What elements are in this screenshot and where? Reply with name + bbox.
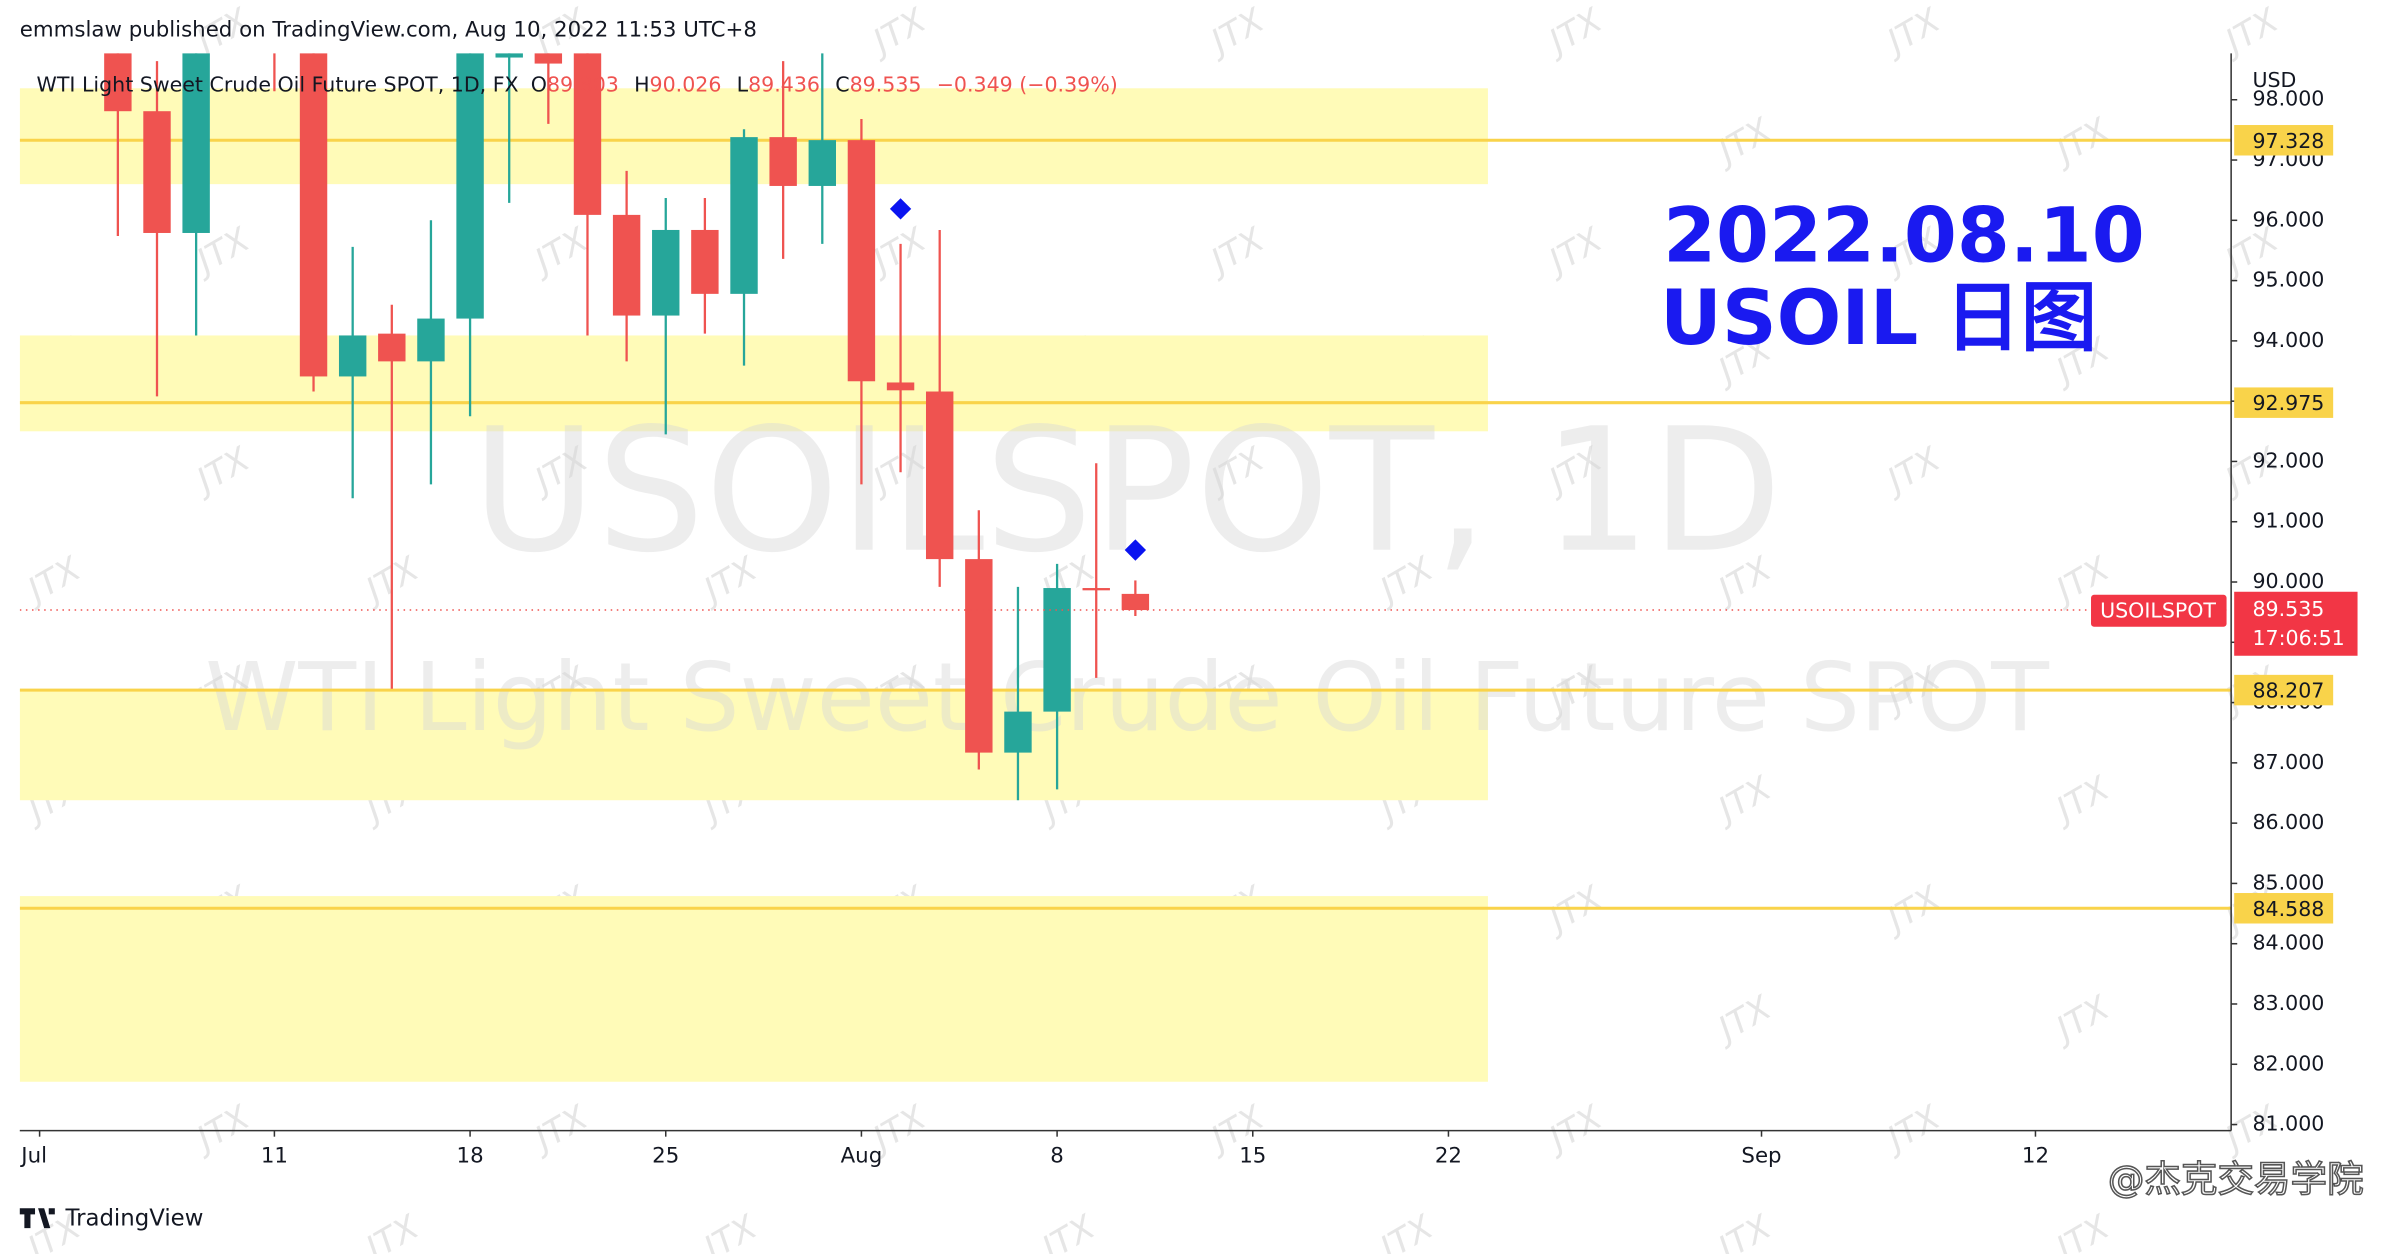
y-tick-label: 84.000 [2252,931,2324,955]
y-tick-label: 92.000 [2252,448,2324,472]
x-tick-label: 22 [1435,1143,1462,1168]
x-tick-label: Aug [841,1143,883,1168]
y-tick-label: 96.000 [2252,207,2324,231]
level-label: 84.588 [2252,897,2324,921]
candle-body [182,53,210,233]
candle-body [104,53,132,112]
ohlc-key: L [737,72,749,96]
y-tick-label: 86.000 [2252,810,2324,834]
name-watermark: WTI Light Sweet Crude Oil Future SPOT [205,643,2049,753]
currency: USD [2252,68,2296,92]
annotation-title: USOIL 日图 [1660,273,2097,362]
x-tick-label: 11 [261,1143,288,1168]
candle-body [847,140,876,382]
candle-body [299,53,328,377]
ohlc-key: O [531,72,547,96]
candle-body [886,382,915,391]
ohlc-key: H [634,72,649,96]
level-label: 97.328 [2252,129,2324,153]
y-tick-label: 83.000 [2252,991,2324,1015]
symbol-watermark: USOILSPOT, 1D [472,393,1783,591]
candle-body [1121,593,1150,611]
zone [19,335,1488,432]
level-label: 88.207 [2252,679,2324,703]
candle-body [573,53,602,215]
x-tick-label: 12 [2022,1143,2049,1168]
candle-body [378,333,406,362]
symbol-label: USOILSPOT [2100,599,2216,623]
symbol-label-box [2091,594,2227,627]
ohlc-value: 89.535 [850,72,922,96]
y-tick-label: 90.000 [2252,569,2324,593]
instrument: WTI Light Sweet Crude Oil Future SPOT, 1… [37,72,519,96]
candle-body [808,140,836,186]
level-label-box [2234,674,2334,706]
candle-body [338,335,367,377]
brand-logo [19,1208,55,1229]
legend-header: WTI Light Sweet Crude Oil Future SPOT, 1… [37,72,1118,96]
y-tick-label: 82.000 [2252,1051,2324,1075]
signal-marker [889,198,912,220]
ohlc-value: 90.026 [650,72,722,96]
y-tick-label: 95.000 [2252,268,2324,292]
candle-body [769,137,797,186]
candle-body [143,111,171,233]
y-tick-label: 87.000 [2252,750,2324,774]
candle-body [495,53,523,58]
y-tick-label: 91.000 [2252,509,2324,533]
candle-body [925,391,954,560]
countdown: 17:06:51 [2252,626,2344,650]
change: −0.349 (−0.39%) [937,72,1118,96]
plot [19,53,2232,910]
candle-body [612,214,641,316]
level-label-box [2234,893,2334,924]
ohlc-key: C [835,72,849,96]
y-tick-label: 98.000 [2252,87,2324,111]
credit: @杰克交易学院 [2108,1157,2364,1200]
zone [19,688,1488,801]
ohlc-value: 89.436 [748,72,820,96]
zones [19,88,1488,1082]
y-tick-label: 81.000 [2252,1112,2324,1136]
x-tick-label: Jul [19,1143,47,1168]
last-price-label: 89.535 [2252,597,2324,621]
ohlc-value: 89.803 [547,72,619,96]
level-label: 92.975 [2252,391,2324,415]
candle-body [965,559,993,753]
y-tick-label: 94.000 [2252,328,2324,352]
x-tick-label: 18 [457,1143,484,1168]
candle-body [456,53,484,319]
brand-name: TradingView [64,1205,203,1231]
x-tick-label: 8 [1050,1143,1064,1168]
candle-body [534,53,563,64]
candle-body [691,229,719,294]
last-price-box [2234,591,2358,656]
x-tick-label: Sep [1741,1143,1781,1168]
level-label-box [2234,387,2334,418]
candle-body [1043,588,1071,712]
y-tick-label: 85.000 [2252,870,2324,894]
level-label-box [2234,125,2334,156]
candle-body [730,137,758,294]
x-tick-label: 25 [652,1143,679,1168]
brand: TradingView [19,1205,203,1231]
axes: 81.000 82.000 83.000 84.000 85.000 86.000 87.0… [19,87,2358,1168]
published-note: emmslaw published on TradingView.com, Au… [20,17,757,42]
candle-body [652,229,680,316]
candle-body [417,318,445,362]
zone [19,896,1488,1082]
candle-body [1004,711,1032,753]
annotation-date: 2022.08.10 [1663,191,2145,280]
candle-body [1082,588,1110,591]
x-tick-label: 15 [1239,1143,1266,1168]
